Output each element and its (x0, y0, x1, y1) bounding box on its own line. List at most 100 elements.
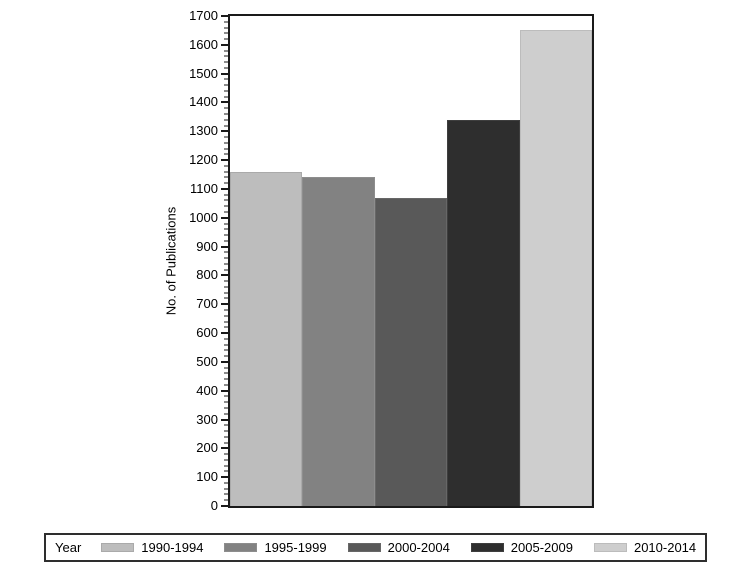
y-tick-label: 1100 (190, 180, 218, 196)
y-minor-tick (224, 442, 228, 444)
y-minor-tick (224, 21, 228, 23)
y-minor-tick (224, 344, 228, 346)
y-minor-tick (224, 263, 228, 265)
y-minor-tick (224, 194, 228, 196)
y-minor-tick (224, 113, 228, 115)
y-minor-tick (224, 459, 228, 461)
y-major-tick (221, 72, 228, 75)
y-minor-tick (224, 205, 228, 207)
y-minor-tick (224, 165, 228, 167)
y-minor-tick (224, 430, 228, 432)
bar-2005-2009 (447, 119, 520, 506)
y-minor-tick (224, 61, 228, 63)
y-tick-label: 800 (196, 267, 218, 283)
y-tick-label: 100 (196, 469, 218, 485)
y-minor-tick (224, 326, 228, 328)
legend-swatch (347, 543, 381, 552)
legend-label: 2005-2009 (510, 540, 573, 555)
y-major-tick (221, 187, 228, 190)
y-minor-tick (224, 153, 228, 155)
y-minor-tick (224, 482, 228, 484)
y-minor-tick (224, 38, 228, 40)
y-tick-label: 1200 (189, 152, 218, 168)
y-minor-tick (224, 309, 228, 311)
y-minor-tick (224, 413, 228, 415)
y-minor-tick (224, 182, 228, 184)
y-minor-tick (224, 349, 228, 351)
y-minor-tick (224, 470, 228, 472)
y-minor-tick (224, 171, 228, 173)
y-minor-tick (224, 32, 228, 34)
y-minor-tick (224, 286, 228, 288)
y-tick-label: 300 (196, 411, 218, 427)
y-minor-tick (224, 78, 228, 80)
y-minor-tick (224, 55, 228, 57)
y-tick-label: 1400 (189, 94, 218, 110)
y-minor-tick (224, 315, 228, 317)
y-minor-tick (224, 280, 228, 282)
y-minor-tick (224, 436, 228, 438)
y-major-tick (221, 332, 228, 335)
y-minor-tick (224, 90, 228, 92)
legend-swatch (470, 543, 504, 552)
y-major-tick (221, 418, 228, 421)
y-minor-tick (224, 107, 228, 109)
y-tick-label: 900 (196, 238, 218, 254)
y-minor-tick (224, 367, 228, 369)
y-tick-label: 400 (196, 382, 218, 398)
legend-item-2000-2004: 2000-2004 (347, 540, 450, 555)
y-minor-tick (224, 378, 228, 380)
y-minor-tick (224, 234, 228, 236)
y-tick-label: 200 (196, 440, 218, 456)
y-minor-tick (224, 424, 228, 426)
y-major-tick (221, 303, 228, 306)
y-major-tick (221, 216, 228, 219)
legend-title: Year (55, 540, 82, 555)
legend-label: 2010-2014 (633, 540, 697, 555)
y-minor-tick (224, 96, 228, 98)
y-major-tick (221, 274, 228, 277)
y-tick-label: 1300 (189, 123, 218, 139)
y-minor-tick (224, 292, 228, 294)
y-minor-tick (224, 125, 228, 127)
y-minor-tick (224, 257, 228, 259)
legend-label: 1995-1999 (264, 540, 327, 555)
y-major-tick (221, 389, 228, 392)
y-minor-tick (224, 465, 228, 467)
y-major-tick (221, 360, 228, 363)
y-tick-label: 700 (196, 296, 218, 312)
y-minor-tick (224, 148, 228, 150)
y-minor-tick (224, 488, 228, 490)
y-minor-tick (224, 228, 228, 230)
y-minor-tick (224, 240, 228, 242)
y-minor-tick (224, 176, 228, 178)
y-major-tick (221, 245, 228, 248)
y-minor-tick (224, 119, 228, 121)
y-minor-tick (224, 199, 228, 201)
y-major-tick (221, 505, 228, 507)
bar-1990-1994 (230, 171, 303, 506)
legend-item-1995-1999: 1995-1999 (224, 540, 327, 555)
y-minor-tick (224, 251, 228, 253)
y-minor-tick (224, 211, 228, 213)
legend: Year 1990-1994 1995-1999 2000-2004 2005-200… (44, 533, 707, 562)
y-tick-label: 600 (196, 325, 218, 341)
y-major-tick (221, 476, 228, 479)
legend-item-2010-2014: 2010-2014 (593, 540, 697, 555)
y-minor-tick (224, 50, 228, 52)
y-major-tick (221, 159, 228, 162)
y-minor-tick (224, 27, 228, 29)
y-minor-tick (224, 321, 228, 323)
y-major-tick (221, 43, 228, 46)
y-tick-label: 1700 (189, 8, 218, 23)
y-minor-tick (224, 338, 228, 340)
y-minor-tick (224, 136, 228, 138)
y-major-tick (221, 15, 228, 17)
y-minor-tick (224, 269, 228, 271)
y-tick-label: 1500 (189, 65, 218, 81)
y-minor-tick (224, 142, 228, 144)
y-tick-label: 0 (210, 498, 218, 513)
y-minor-tick (224, 67, 228, 69)
y-minor-tick (224, 372, 228, 374)
y-minor-tick (224, 401, 228, 403)
